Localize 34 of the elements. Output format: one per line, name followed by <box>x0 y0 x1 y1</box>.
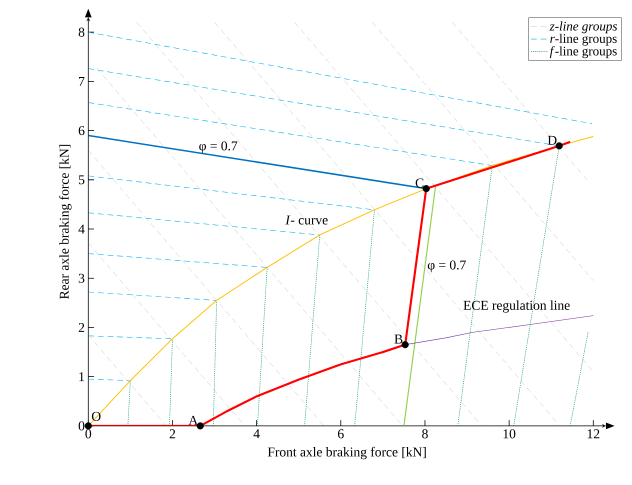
annotation: ECE regulation line <box>464 300 570 313</box>
y-tick-label: 6 <box>78 126 84 136</box>
x-tick-label: 6 <box>338 429 344 438</box>
y-tick-label: 2 <box>78 323 84 332</box>
y-tick-label: 8 <box>78 28 84 37</box>
x-tick-label: 10 <box>504 429 516 438</box>
point <box>84 422 92 430</box>
y-axis-title: Rear axle braking force [kN] <box>59 144 72 300</box>
point <box>402 341 409 348</box>
x-tick-label: 2 <box>170 429 176 438</box>
annotation: I- curve <box>285 216 328 225</box>
legend-label: f-line groups <box>550 46 617 58</box>
x-tick-label: 12 <box>588 429 600 438</box>
y-tick-label: 3 <box>78 274 84 283</box>
legend-label: r-line groups <box>550 34 617 46</box>
x-tick-label: 0 <box>85 429 92 438</box>
data-label: B <box>394 334 402 344</box>
y-tick-label: 0 <box>78 421 84 431</box>
point <box>556 142 563 150</box>
y-tick-label: 5 <box>78 175 84 184</box>
point <box>196 422 204 430</box>
annotation: φ = 0.7 <box>428 260 466 272</box>
data-label: A <box>188 416 198 425</box>
data-label: C <box>416 178 424 188</box>
data-label: D <box>548 136 557 145</box>
x-tick-label: 4 <box>254 429 260 438</box>
y-tick-label: 4 <box>78 224 85 234</box>
y-tick-label: 7 <box>79 77 85 86</box>
y-tick-label: 1 <box>79 372 84 382</box>
legend-label: z-line groups <box>550 22 618 34</box>
x-tick-label: 8 <box>422 429 428 438</box>
point <box>422 185 430 192</box>
x-axis-title: Front axle braking force [kN] <box>268 446 426 460</box>
annotation: φ = 0.7 <box>199 141 238 154</box>
